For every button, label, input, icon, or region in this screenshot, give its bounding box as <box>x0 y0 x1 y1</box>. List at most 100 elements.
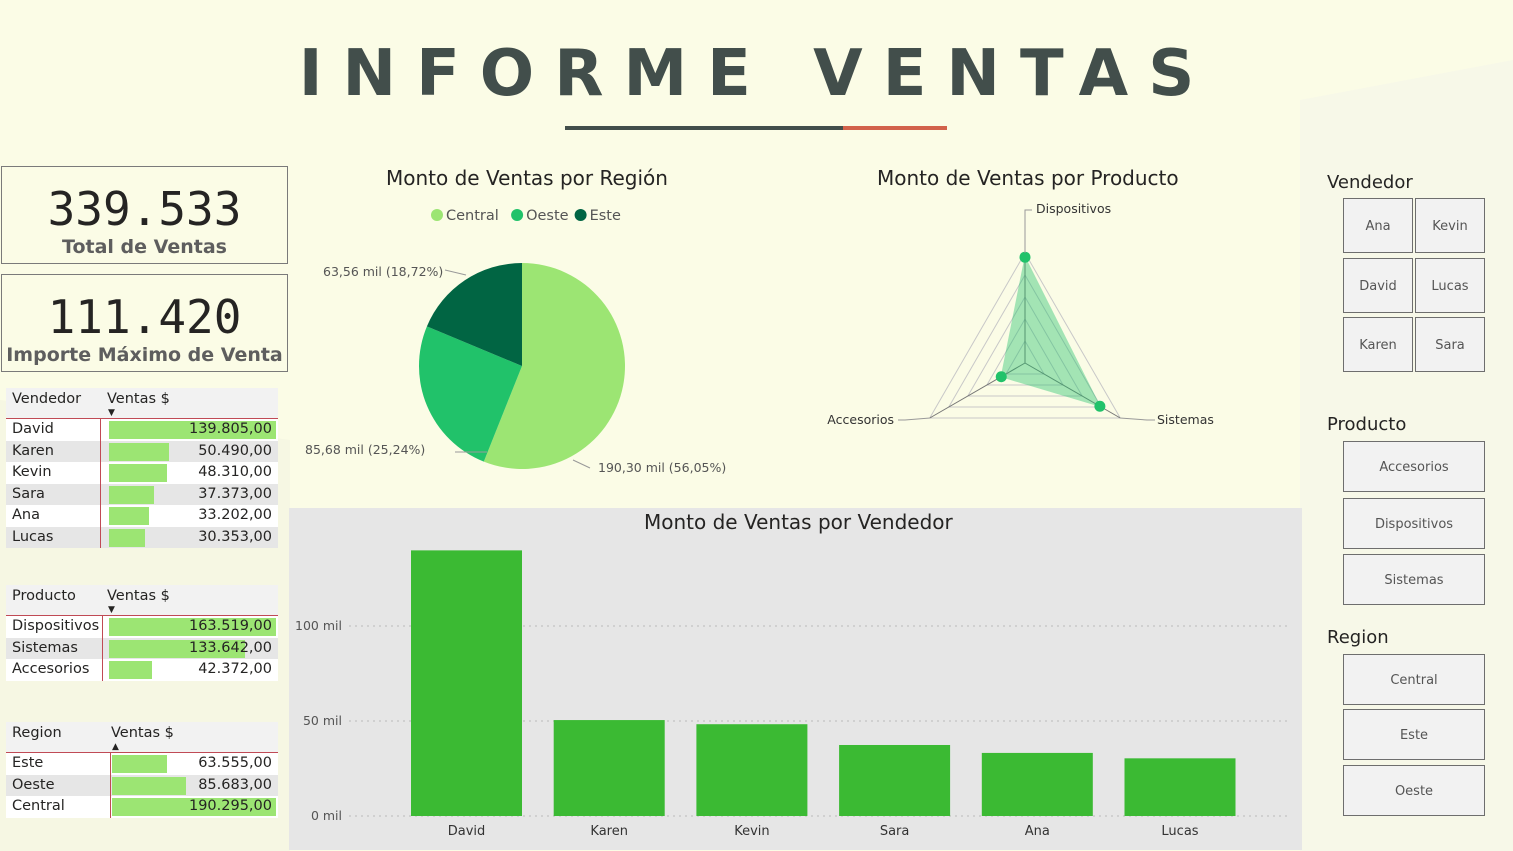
bar-lucas[interactable] <box>1124 758 1236 816</box>
slicer-item-kevin[interactable]: Kevin <box>1415 198 1485 253</box>
radar-grid <box>1005 339 1045 375</box>
table-vendedor: Vendedor Ventas $ ▼ David 139.805,00 Karen… <box>6 388 278 548</box>
table-region: Region Ventas $ ▲ Este 63.555,00 Oeste 85.6… <box>6 722 278 818</box>
sort-asc-icon: ▲ <box>112 742 119 752</box>
sort-desc-icon: ▼ <box>108 408 115 418</box>
column-header-ventas[interactable]: Ventas $ <box>111 725 174 741</box>
bar-sara[interactable] <box>839 744 951 816</box>
data-bar <box>109 485 154 504</box>
pie-slice-oeste[interactable] <box>419 326 522 462</box>
x-tick-label: Lucas <box>1161 824 1198 839</box>
row-separator <box>102 616 103 638</box>
data-bar <box>112 798 276 816</box>
slicer-item-dispositivos[interactable]: Dispositivos <box>1343 498 1485 549</box>
slicer-item-accesorios[interactable]: Accesorios <box>1343 441 1485 492</box>
legend-item-oeste[interactable]: Oeste <box>511 208 569 224</box>
row-value: 190.295,00 <box>188 798 272 814</box>
data-bar <box>109 661 153 679</box>
slicer-title-producto: Producto <box>1327 414 1407 435</box>
data-bar <box>109 507 149 525</box>
column-header-ventas[interactable]: Ventas $ <box>107 391 170 407</box>
slicer-item-david[interactable]: David <box>1343 258 1413 313</box>
leader-line <box>898 417 931 421</box>
data-bar <box>109 528 146 547</box>
pie-chart-title: Monto de Ventas por Región <box>386 166 668 190</box>
svg-text:Este: Este <box>590 208 621 224</box>
y-tick-label: 50 mil <box>303 713 342 728</box>
radar-point-accesorios[interactable] <box>995 371 1007 383</box>
row-name: Dispositivos <box>12 618 100 634</box>
row-separator <box>110 753 111 775</box>
data-bar <box>112 755 167 773</box>
leader-line <box>1024 209 1032 253</box>
row-value: 133.642,00 <box>188 639 272 656</box>
slicer-item-oeste[interactable]: Oeste <box>1343 765 1485 816</box>
radar-label: Accesorios <box>827 412 894 427</box>
slicer-item-sistemas[interactable]: Sistemas <box>1343 554 1485 605</box>
row-name: Sara <box>12 485 45 502</box>
table-row[interactable]: Kevin 48.310,00 <box>6 462 278 484</box>
table-row[interactable]: Sistemas 133.642,00 <box>6 637 278 659</box>
slicer-item-central[interactable]: Central <box>1343 654 1485 705</box>
pie-slice-central[interactable] <box>483 263 625 470</box>
table-row[interactable]: David 139.805,00 <box>6 419 278 441</box>
legend-item-este[interactable]: Este <box>574 208 621 224</box>
radar-chart-title: Monto de Ventas por Producto <box>877 166 1179 190</box>
pie-slice-este[interactable] <box>426 263 522 366</box>
pie-data-label: 85,68 mil (25,24%) <box>305 442 425 457</box>
slicer-item-ana[interactable]: Ana <box>1343 198 1413 253</box>
table-row[interactable]: Oeste 85.683,00 <box>6 774 278 796</box>
row-name: Central <box>12 798 65 814</box>
slicer-item-este[interactable]: Este <box>1343 709 1485 760</box>
bar-kevin[interactable] <box>696 724 808 816</box>
radar-chart: Dispositivos Sistemas Accesorios <box>827 201 1214 427</box>
table-producto: Producto Ventas $ ▼ Dispositivos 163.519,… <box>6 585 278 681</box>
table-row[interactable]: Lucas 30.353,00 <box>6 526 278 548</box>
table-row[interactable]: Karen 50.490,00 <box>6 440 278 462</box>
bar-karen[interactable] <box>553 720 665 816</box>
sort-desc-icon: ▼ <box>108 605 115 615</box>
column-header-region[interactable]: Region <box>12 725 62 741</box>
legend-item-central[interactable]: Central <box>431 208 499 224</box>
table-row[interactable]: Accesorios 42.372,00 <box>6 659 278 681</box>
data-bar <box>109 421 276 439</box>
radar-point-dispositivos[interactable] <box>1019 251 1031 263</box>
radar-label: Dispositivos <box>1036 201 1111 216</box>
row-name: Lucas <box>12 528 54 545</box>
row-value: 139.805,00 <box>188 421 272 437</box>
row-name: Sistemas <box>12 639 78 656</box>
bar-ana[interactable] <box>981 752 1093 816</box>
bar-david[interactable] <box>411 550 522 816</box>
slicer-item-sara[interactable]: Sara <box>1415 317 1485 372</box>
leader-line <box>572 459 591 469</box>
table-row[interactable]: Central 190.295,00 <box>6 796 278 818</box>
column-header-vendedor[interactable]: Vendedor <box>12 391 82 407</box>
kpi-label: Total de Ventas <box>62 236 227 258</box>
y-tick-label: 100 mil <box>295 618 342 633</box>
row-name: Kevin <box>12 464 52 480</box>
table-row[interactable]: Este 63.555,00 <box>6 753 278 775</box>
x-tick-label: Ana <box>1025 824 1050 839</box>
row-value: 30.353,00 <box>198 528 272 545</box>
row-separator <box>102 659 103 681</box>
table-header: Producto Ventas $ ▼ <box>6 585 278 616</box>
radar-grid <box>947 274 1103 408</box>
column-header-ventas[interactable]: Ventas $ <box>107 588 170 604</box>
radar-grid <box>966 296 1084 397</box>
data-bar <box>109 442 170 461</box>
row-value: 37.373,00 <box>198 485 272 502</box>
report-title: INFORME VENTAS <box>298 37 1215 111</box>
table-row[interactable]: Ana 33.202,00 <box>6 505 278 527</box>
row-separator <box>100 483 101 505</box>
slicer-item-karen[interactable]: Karen <box>1343 317 1413 372</box>
table-row[interactable]: Dispositivos 163.519,00 <box>6 616 278 638</box>
slicer-item-lucas[interactable]: Lucas <box>1415 258 1485 313</box>
kpi-card-max: 111.420 Importe Máximo de Venta <box>1 274 288 372</box>
title-underline-accent <box>843 126 947 130</box>
radar-point-sistemas[interactable] <box>1094 400 1106 412</box>
table-row[interactable]: Sara 37.373,00 <box>6 483 278 505</box>
svg-text:Oeste: Oeste <box>526 208 569 224</box>
data-bar <box>109 464 167 482</box>
column-header-producto[interactable]: Producto <box>12 588 76 604</box>
radar-area <box>1000 255 1101 408</box>
